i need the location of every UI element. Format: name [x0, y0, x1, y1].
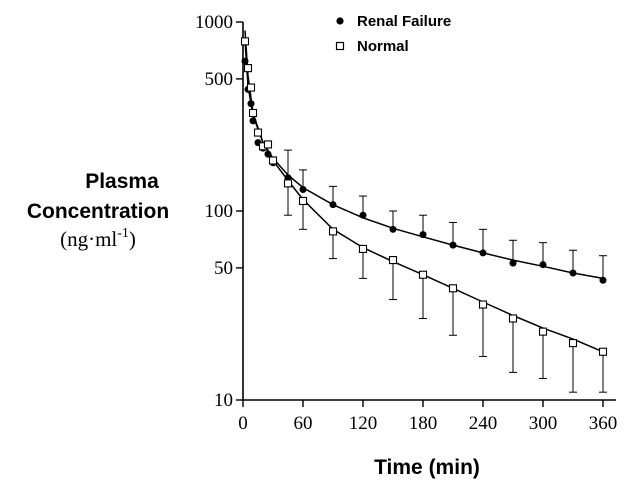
x-tick-label: 120 [349, 413, 378, 434]
data-point-renal-failure [479, 249, 487, 257]
data-point-normal [298, 196, 308, 206]
data-point-normal [283, 179, 293, 188]
fit-curve [244, 30, 604, 353]
data-point-renal-failure [509, 259, 517, 267]
data-point-renal-failure [569, 269, 577, 277]
data-point-normal [358, 244, 368, 253]
x-tick-label: 300 [529, 413, 558, 434]
y-axis-label-units: (ng·ml-1) [60, 226, 136, 251]
data-point-renal-failure [419, 231, 427, 239]
x-tick-label: 60 [294, 413, 313, 434]
fit-curve [244, 40, 604, 280]
legend-marker-renal-failure [336, 17, 344, 25]
fit-curves-group [244, 30, 604, 353]
data-point-normal [248, 108, 258, 118]
data-point-renal-failure [539, 261, 547, 269]
data-point-renal-failure [299, 185, 307, 193]
y-tick-label: 100 [205, 201, 234, 222]
data-point-renal-failure [329, 201, 337, 209]
x-axis-label: Time (min) [374, 456, 480, 479]
data-point-normal [598, 347, 608, 356]
data-point-normal [246, 83, 256, 92]
data-point-normal [508, 314, 518, 323]
data-point-normal [538, 327, 548, 336]
data-point-normal [243, 64, 253, 73]
x-tick-label: 180 [409, 413, 438, 434]
data-point-renal-failure [247, 100, 255, 108]
y-tick-label: 1000 [195, 12, 233, 33]
y-axis-label-line-2: Concentration [27, 200, 169, 223]
data-point-normal [418, 270, 428, 279]
legend-label-renal-failure: Renal Failure [357, 13, 451, 30]
data-point-renal-failure [599, 276, 607, 284]
data-point-renal-failure [449, 241, 457, 249]
ticks-group: 0 60 120 180 240 300 360 10 50 100 500 1000 [195, 12, 617, 434]
data-point-renal-failure [389, 225, 397, 233]
y-axis-label-line-1: Plasma [85, 170, 159, 193]
error-bars-group [284, 149, 607, 393]
data-points-group [240, 37, 608, 356]
data-point-normal [268, 156, 278, 165]
y-tick-label: 50 [214, 258, 233, 279]
x-tick-label: 360 [589, 413, 618, 434]
legend-label-normal: Normal [357, 38, 409, 55]
x-tick-label: 240 [469, 413, 498, 434]
data-point-normal [388, 256, 398, 265]
legend-marker-normal [335, 41, 345, 51]
data-point-renal-failure [241, 57, 249, 65]
data-point-normal [253, 128, 263, 137]
data-point-renal-failure [264, 150, 272, 158]
legend: Renal Failure Normal [335, 13, 451, 55]
data-point-normal [328, 227, 338, 236]
y-tick-label: 500 [205, 69, 234, 90]
data-point-normal [568, 339, 578, 348]
y-axis-units-superscript: -1 [117, 226, 129, 241]
y-axis-units-close: ) [129, 227, 136, 251]
data-point-normal [240, 37, 250, 46]
data-point-normal [263, 140, 273, 149]
data-point-renal-failure [249, 117, 257, 125]
y-axis-units-base: (ng·ml [60, 227, 117, 251]
y-tick-label: 10 [214, 390, 233, 411]
data-point-normal [448, 284, 458, 293]
data-point-renal-failure [359, 211, 367, 219]
data-point-normal [478, 300, 488, 309]
x-tick-label: 0 [238, 413, 248, 434]
